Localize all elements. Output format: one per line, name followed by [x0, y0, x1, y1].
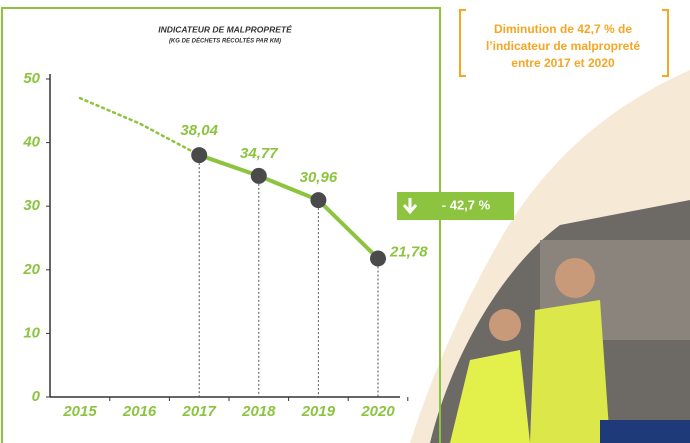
marker — [370, 250, 386, 266]
y-tick-label: 0 — [32, 388, 41, 405]
marker — [310, 192, 326, 208]
chart-frame — [2, 8, 440, 443]
value-label: 21,78 — [389, 243, 428, 260]
value-label: 34,77 — [240, 145, 278, 162]
photo-face — [489, 309, 521, 341]
chart-subtitle: (KG DE DÉCHETS RÉCOLTÉS PAR KM) — [169, 37, 281, 45]
marker — [251, 168, 267, 184]
screenshot: INDICATEUR DE MALPROPRETÉ (KG DE DÉCHETS… — [0, 0, 690, 443]
marker — [191, 147, 207, 163]
y-tick-label: 50 — [23, 70, 40, 87]
callout-line: Diminution de 42,7 % de — [494, 22, 632, 36]
x-tick-label: 2018 — [241, 403, 276, 420]
y-tick-label: 20 — [22, 261, 40, 278]
photo-bag — [600, 420, 690, 443]
bracket — [662, 10, 668, 76]
callout-line: entre 2017 et 2020 — [511, 56, 615, 70]
callout-line: l’indicateur de malpropreté — [486, 39, 640, 53]
bracket — [460, 10, 466, 76]
value-label: 30,96 — [300, 169, 338, 186]
x-tick-label: 2017 — [182, 403, 217, 420]
y-tick-label: 30 — [23, 197, 40, 214]
x-tick-label: 2020 — [360, 403, 395, 420]
x-tick-label: 2016 — [122, 403, 157, 420]
y-tick-label: 40 — [22, 134, 40, 151]
page: {"chart_data": {"type": "line", "title":… — [0, 0, 690, 443]
x-tick-label: 2015 — [62, 403, 97, 420]
chart-title: INDICATEUR DE MALPROPRETÉ — [158, 24, 292, 34]
photo-face — [555, 258, 595, 298]
y-tick-label: 10 — [23, 324, 40, 341]
line — [199, 155, 378, 258]
value-label: 38,04 — [180, 122, 218, 139]
annotation: - 42,7 % — [442, 197, 491, 212]
x-tick-label: 2019 — [301, 403, 336, 420]
photo-vest — [530, 300, 610, 443]
